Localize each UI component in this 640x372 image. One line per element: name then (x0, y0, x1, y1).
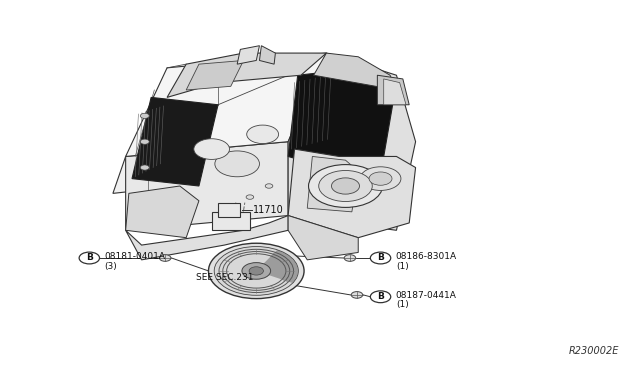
Circle shape (371, 252, 391, 264)
Circle shape (360, 167, 401, 190)
Circle shape (344, 255, 356, 261)
Polygon shape (113, 149, 180, 193)
Circle shape (242, 263, 271, 279)
Circle shape (371, 291, 391, 303)
Text: (1): (1) (396, 300, 408, 310)
Circle shape (351, 292, 363, 298)
Circle shape (369, 172, 392, 185)
Circle shape (246, 195, 253, 199)
Polygon shape (125, 53, 326, 157)
Polygon shape (125, 186, 199, 238)
Polygon shape (186, 61, 244, 90)
Circle shape (140, 165, 149, 170)
Circle shape (221, 206, 228, 211)
Circle shape (79, 252, 100, 264)
Polygon shape (132, 97, 218, 186)
Polygon shape (288, 53, 415, 230)
Circle shape (209, 243, 304, 299)
Circle shape (140, 113, 149, 118)
Polygon shape (314, 53, 396, 90)
Polygon shape (288, 68, 396, 171)
Circle shape (159, 255, 171, 261)
Text: (1): (1) (396, 262, 408, 270)
Polygon shape (384, 79, 406, 105)
Circle shape (319, 170, 372, 202)
Circle shape (214, 247, 298, 295)
Circle shape (265, 184, 273, 188)
Text: 08186-8301A: 08186-8301A (396, 252, 457, 261)
Text: 08181-0401A: 08181-0401A (104, 252, 166, 261)
Polygon shape (125, 215, 288, 260)
Circle shape (140, 139, 149, 144)
Polygon shape (125, 142, 288, 230)
Polygon shape (218, 203, 241, 217)
Polygon shape (259, 46, 275, 64)
Polygon shape (307, 157, 358, 212)
Text: (3): (3) (104, 262, 117, 270)
Polygon shape (212, 212, 250, 230)
Circle shape (246, 125, 278, 144)
Polygon shape (378, 75, 409, 105)
Text: B: B (377, 253, 384, 263)
Text: 11710: 11710 (253, 205, 284, 215)
Circle shape (215, 151, 259, 177)
Polygon shape (288, 149, 415, 238)
Text: SEE SEC.231: SEE SEC.231 (196, 273, 253, 282)
Polygon shape (167, 53, 326, 97)
Polygon shape (237, 46, 259, 64)
Circle shape (308, 164, 383, 208)
Circle shape (332, 178, 360, 194)
Text: R230002E: R230002E (569, 346, 620, 356)
Text: B: B (377, 292, 384, 301)
Circle shape (249, 267, 264, 275)
Text: 08187-0441A: 08187-0441A (396, 291, 457, 300)
Polygon shape (288, 215, 358, 260)
Wedge shape (256, 250, 298, 283)
Circle shape (194, 139, 230, 160)
Text: B: B (86, 253, 93, 263)
